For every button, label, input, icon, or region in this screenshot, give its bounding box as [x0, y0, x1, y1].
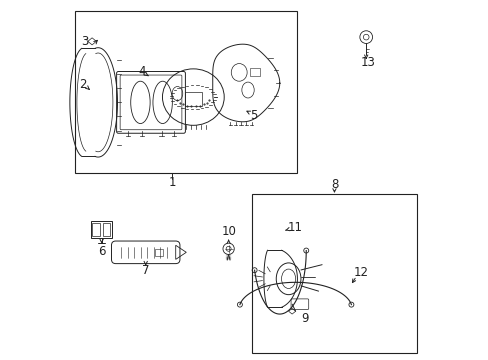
Text: 9: 9 [301, 312, 308, 325]
Bar [75, 11, 297, 173]
Text: 7: 7 [142, 264, 149, 277]
Text: 1: 1 [168, 176, 176, 189]
Text: 6: 6 [98, 245, 105, 258]
Bar [92, 223, 100, 236]
Bar [91, 221, 112, 238]
Text: 5: 5 [250, 109, 257, 122]
Bar [102, 223, 110, 236]
Bar [251, 194, 417, 353]
Text: 12: 12 [353, 266, 367, 279]
Text: 3: 3 [81, 35, 88, 48]
Text: 11: 11 [287, 221, 303, 234]
Bar [184, 92, 202, 106]
Text: 8: 8 [330, 178, 338, 191]
Bar [249, 68, 259, 76]
Text: 4: 4 [138, 65, 145, 78]
Text: 2: 2 [80, 77, 87, 90]
Text: 10: 10 [221, 225, 236, 238]
Text: 13: 13 [360, 57, 375, 69]
Bar [154, 249, 163, 256]
